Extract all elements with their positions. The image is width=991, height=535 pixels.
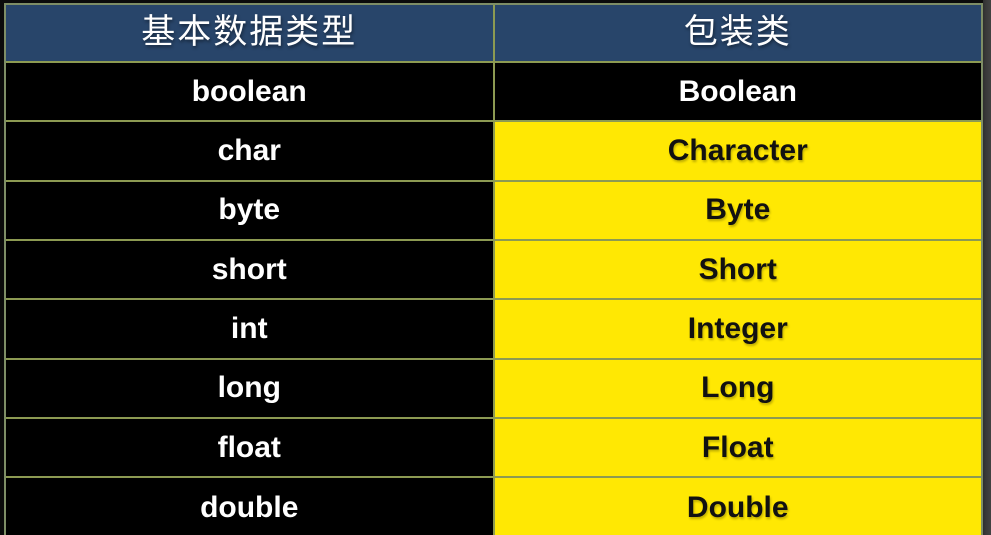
- wrapper-class-cell: Character: [494, 122, 981, 180]
- table-row: float Float: [6, 419, 981, 479]
- primitive-type-cell: double: [6, 478, 495, 535]
- primitive-type-cell: short: [6, 241, 495, 299]
- wrapper-class-cell: Long: [494, 359, 981, 418]
- wrapper-class-cell: Double: [494, 478, 981, 535]
- table-row: int Integer: [6, 300, 981, 360]
- column-header-primitive-types: 基本数据类型: [6, 5, 495, 61]
- primitive-type-cell: char: [6, 122, 495, 180]
- wrapper-class-cell: Byte: [494, 181, 981, 240]
- primitive-type-cell: int: [6, 300, 495, 358]
- table-row: long Long: [6, 359, 981, 420]
- primitive-type-cell: float: [6, 419, 495, 477]
- wrapper-class-cell: Boolean: [494, 63, 981, 121]
- table-row: double Double: [6, 478, 981, 535]
- primitive-wrapper-table: 基本数据类型 包装类 boolean Boolean char Character by…: [4, 3, 983, 535]
- table-row: byte Byte: [6, 181, 981, 242]
- column-header-wrapper-class: 包装类: [494, 5, 981, 61]
- wrapper-class-cell: Short: [494, 241, 981, 299]
- table-row: boolean Boolean: [6, 63, 981, 123]
- table-row: char Character: [6, 122, 981, 182]
- primitive-type-cell: byte: [6, 181, 495, 240]
- table-row: short Short: [6, 241, 981, 301]
- wrapper-class-cell: Integer: [494, 300, 981, 358]
- primitive-type-cell: boolean: [6, 63, 495, 121]
- table-body: boolean Boolean char Character byte Byte short…: [6, 63, 981, 535]
- primitive-type-cell: long: [6, 359, 495, 418]
- video-edge-strip: [983, 0, 991, 535]
- wrapper-class-cell: Float: [494, 419, 981, 477]
- table-header-row: 基本数据类型 包装类: [6, 5, 981, 63]
